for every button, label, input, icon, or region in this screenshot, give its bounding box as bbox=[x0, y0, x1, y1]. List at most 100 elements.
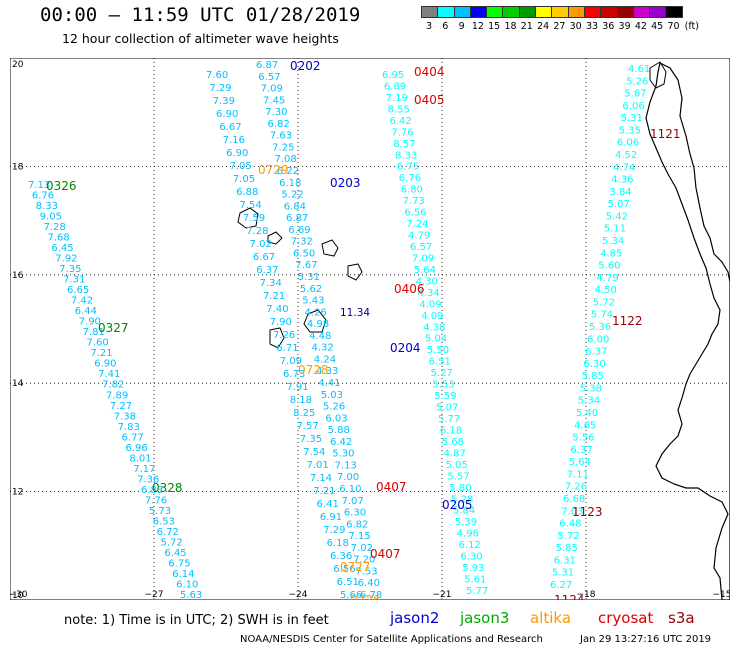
wave-height-value: 9.05 bbox=[40, 212, 62, 223]
wave-height-value: 7.02 bbox=[250, 239, 272, 250]
pass-time-label: 1123 bbox=[572, 505, 603, 519]
wave-height-value: 5.63 bbox=[180, 590, 202, 600]
wave-height-value: 5.31 bbox=[552, 568, 574, 579]
pass-time-label: 0326 bbox=[46, 179, 77, 193]
wave-height-value: 6.73 bbox=[283, 369, 305, 380]
footer-timestamp: Jan 29 13:27:16 UTC 2019 bbox=[580, 634, 712, 645]
colorbar-swatch bbox=[437, 6, 455, 18]
wave-height-value: 4.96 bbox=[457, 529, 479, 540]
wave-height-value: 8.57 bbox=[393, 139, 415, 150]
wave-height-value: 4.85 bbox=[600, 248, 622, 259]
wave-height-value: 5.73 bbox=[149, 506, 171, 517]
wave-height-value: 7.05 bbox=[229, 161, 251, 172]
legend-sat-jason2: jason2 bbox=[390, 609, 440, 627]
colorbar-swatch bbox=[600, 6, 618, 18]
wave-height-value: 7.30 bbox=[265, 107, 287, 118]
wave-height-value: 7.76 bbox=[145, 495, 167, 506]
colorbar-swatch bbox=[421, 6, 439, 18]
wave-height-value: 6.51 bbox=[429, 357, 451, 368]
colorbar-swatch bbox=[616, 6, 634, 18]
wave-height-value: 7.17 bbox=[133, 464, 155, 475]
wave-height-value: 6.10 bbox=[176, 579, 198, 590]
colorbar-swatch bbox=[632, 6, 651, 18]
wave-height-value: 5.11 bbox=[604, 224, 626, 235]
wave-height-value: 7.26 bbox=[273, 330, 295, 341]
wave-height-value: 5.30 bbox=[332, 449, 354, 460]
wave-height-value: 6.22 bbox=[277, 166, 299, 177]
colorbar-label: 6 bbox=[442, 21, 449, 32]
pass-time-label: 0205 bbox=[442, 498, 473, 512]
wave-height-value: 6.48 bbox=[559, 519, 581, 530]
wave-height-value: 6.67 bbox=[253, 252, 275, 263]
wave-height-value: 5.72 bbox=[593, 297, 615, 308]
wave-height-value: 7.24 bbox=[406, 219, 428, 230]
colorbar-label: 33 bbox=[585, 21, 599, 32]
pass-time-label: 0406 bbox=[394, 282, 425, 296]
wave-height-value: 6.72 bbox=[157, 527, 179, 538]
wave-height-value: 6.06 bbox=[622, 101, 644, 112]
wave-height-value: 7.81 bbox=[83, 327, 105, 338]
wave-height-value: 6.77 bbox=[122, 432, 144, 443]
pass-time-label: 0407 bbox=[376, 480, 407, 494]
wave-height-value: 5.85 bbox=[582, 371, 604, 382]
wave-height-value: 5.84 bbox=[453, 506, 475, 517]
wave-height-value: 7.35 bbox=[59, 264, 81, 275]
wave-height-value: 5.38 bbox=[580, 383, 602, 394]
wave-height-value: 6.51 bbox=[337, 577, 359, 588]
wave-height-value: 5.80 bbox=[449, 483, 471, 494]
wave-height-value: 6.37 bbox=[585, 347, 607, 358]
wave-height-value: 5.93 bbox=[462, 563, 484, 574]
pass-time-label: 0728 bbox=[298, 363, 329, 377]
lat-tick-label: 12 bbox=[12, 488, 23, 498]
wave-height-value: 5.60 bbox=[598, 261, 620, 272]
wave-height-value: 7.13 bbox=[335, 460, 357, 471]
wave-height-value: 6.68 bbox=[563, 494, 585, 505]
colorbar-label: 36 bbox=[602, 21, 615, 32]
colorbar-swatch bbox=[535, 6, 553, 18]
wave-height-value: 7.14 bbox=[310, 473, 332, 484]
wave-height-value: 6.90 bbox=[226, 148, 248, 159]
wave-height-value: 7.32 bbox=[291, 237, 313, 248]
wave-height-value: 3.84 bbox=[609, 187, 631, 198]
wave-height-value: 5.05 bbox=[445, 460, 467, 471]
wave-height-value: 5.39 bbox=[455, 517, 477, 528]
wave-height-value: 6.78 bbox=[360, 590, 382, 600]
wave-height-value: 7.28 bbox=[44, 222, 66, 233]
wave-height-value: 4.74 bbox=[613, 162, 635, 173]
wave-height-value: 7.19 bbox=[386, 93, 408, 104]
wave-height-value: 7.41 bbox=[98, 369, 120, 380]
wave-height-value: 5.66 bbox=[340, 590, 362, 600]
wave-height-value: 7.02 bbox=[351, 543, 373, 554]
wave-height-value: 6.87 bbox=[286, 213, 308, 224]
wave-height-value: 6.76 bbox=[32, 191, 54, 202]
wave-height-value: 6.56 bbox=[404, 208, 426, 219]
legend-note: note: 1) Time is in UTC; 2) SWH is in fe… bbox=[64, 613, 329, 628]
colorbar-swatch bbox=[518, 6, 537, 18]
wave-height-value: 7.38 bbox=[114, 411, 136, 422]
colorbar-swatch bbox=[649, 6, 667, 18]
wave-height-value: 6.67 bbox=[219, 122, 241, 133]
wave-height-value: 6.42 bbox=[389, 116, 411, 127]
wave-height-value: 6.82 bbox=[268, 119, 290, 130]
wave-height-value: 4.87 bbox=[444, 448, 466, 459]
wave-height-value: 4.09 bbox=[419, 299, 441, 310]
wave-height-value: 7.09 bbox=[261, 84, 283, 95]
pass-time-label: 0328 bbox=[152, 481, 183, 495]
wave-height-value: 5.50 bbox=[427, 345, 449, 356]
wave-height-value: 6.18 bbox=[440, 425, 462, 436]
colorbar-label: 18 bbox=[504, 21, 517, 32]
colorbar-label: 21 bbox=[520, 21, 533, 32]
wave-height-value: 8.33 bbox=[395, 150, 417, 161]
legend-sat-jason3: jason3 bbox=[460, 609, 510, 627]
altimeter-tracks: 7.136.768.339.057.287.686.457.927.357.31… bbox=[28, 60, 650, 600]
wave-height-value: 6.80 bbox=[401, 185, 423, 196]
wave-height-value: 4.09 bbox=[421, 311, 443, 322]
wave-height-value: 6.30 bbox=[583, 359, 605, 370]
wave-height-value: 6.84 bbox=[284, 201, 306, 212]
colorbar-swatch bbox=[502, 6, 520, 18]
wave-height-value: 7.29 bbox=[323, 525, 345, 536]
isolated-wave-value: 11.34 bbox=[340, 307, 370, 319]
colorbar-label: 39 bbox=[618, 21, 631, 32]
wave-height-value: 5.57 bbox=[447, 471, 469, 482]
